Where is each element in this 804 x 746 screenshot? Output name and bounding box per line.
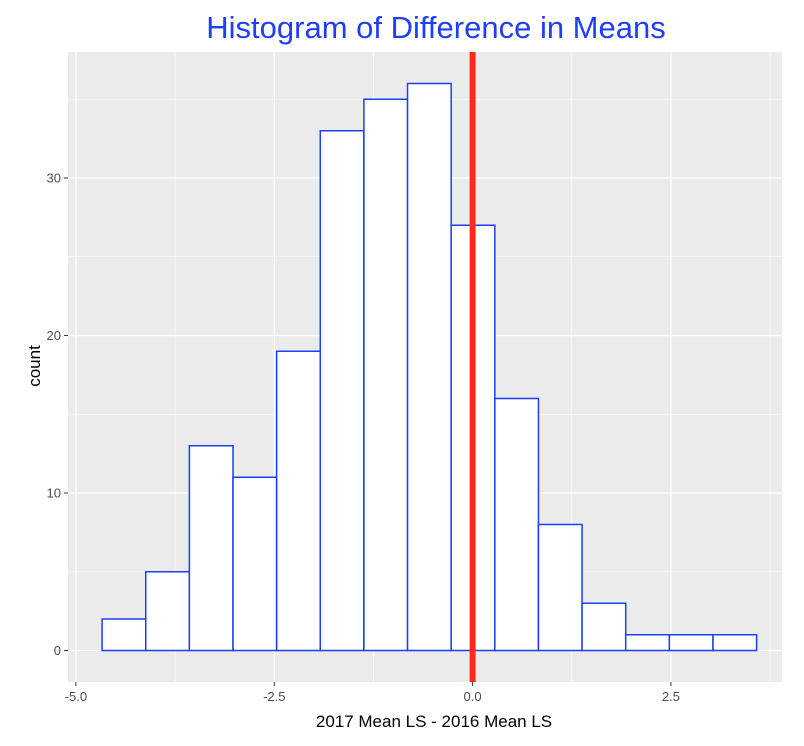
histogram-bar (668, 634, 714, 652)
chart-title: Histogram of Difference in Means (206, 10, 665, 45)
histogram-bar (363, 98, 409, 652)
y-tick-label: 20 (47, 328, 61, 343)
bars (101, 82, 758, 652)
x-tick-label: -2.5 (263, 689, 285, 704)
histogram-bar (712, 634, 758, 652)
y-axis-title: count (25, 345, 44, 387)
histogram-bar (232, 476, 278, 652)
y-tick-label: 30 (47, 171, 61, 186)
histogram-bar (275, 350, 322, 652)
x-tick-label: 0.0 (464, 689, 482, 704)
x-axis: -5.0 -2.5 0.0 2.5 (65, 682, 680, 704)
x-tick-label: -5.0 (65, 689, 87, 704)
y-axis: 0 10 20 30 (47, 171, 68, 658)
x-tick-label: 2.5 (662, 689, 680, 704)
histogram-bar (188, 445, 234, 652)
histogram-bar (581, 602, 627, 652)
histogram-bar (624, 634, 671, 652)
histogram-bar (406, 82, 452, 652)
histogram-bar (537, 523, 583, 652)
histogram-bar (494, 397, 540, 652)
histogram-bar (319, 130, 365, 652)
y-tick-label: 10 (47, 486, 61, 501)
x-axis-title: 2017 Mean LS - 2016 Mean LS (316, 712, 552, 731)
histogram-bar (101, 618, 147, 652)
histogram-bar (144, 571, 191, 652)
y-tick-label: 0 (54, 643, 61, 658)
